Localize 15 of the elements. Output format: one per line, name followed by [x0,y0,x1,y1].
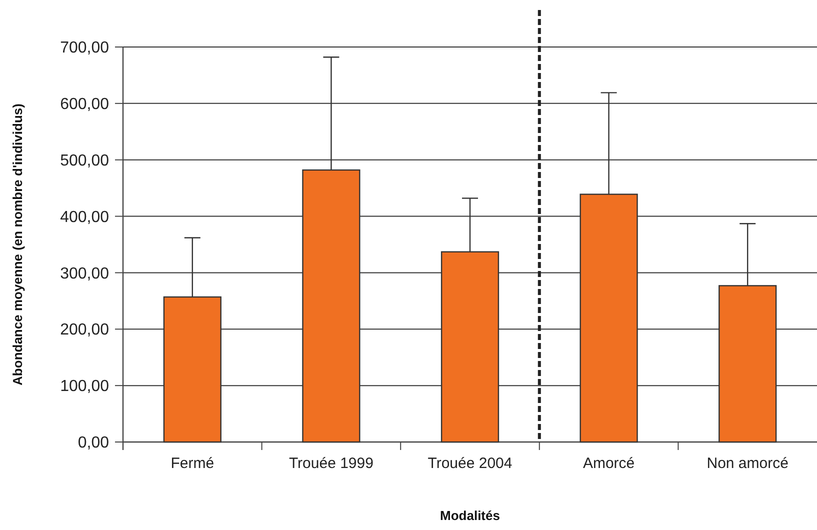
y-tick-label: 600,00 [60,96,110,114]
y-axis-title: Abondance moyenne (en nombre d'individus) [10,104,25,386]
x-tick-label: Fermé [170,455,214,472]
x-tick-label: Non amorcé [706,455,788,472]
x-tick-label: Amorcé [582,455,635,472]
y-tick-label: 300,00 [60,265,110,282]
y-tick-label: 0,00 [78,434,110,452]
x-axis-title: Modalités [440,508,500,523]
y-tick-label: 700,00 [60,40,110,57]
x-tick-label: Trouée 2004 [428,455,512,472]
x-tick-label: Trouée 1999 [288,455,374,472]
y-tick-label: 500,00 [60,152,110,170]
y-tick-label: 100,00 [60,378,110,396]
y-tick-label: 200,00 [60,322,110,339]
y-tick-label: 400,00 [60,208,110,226]
